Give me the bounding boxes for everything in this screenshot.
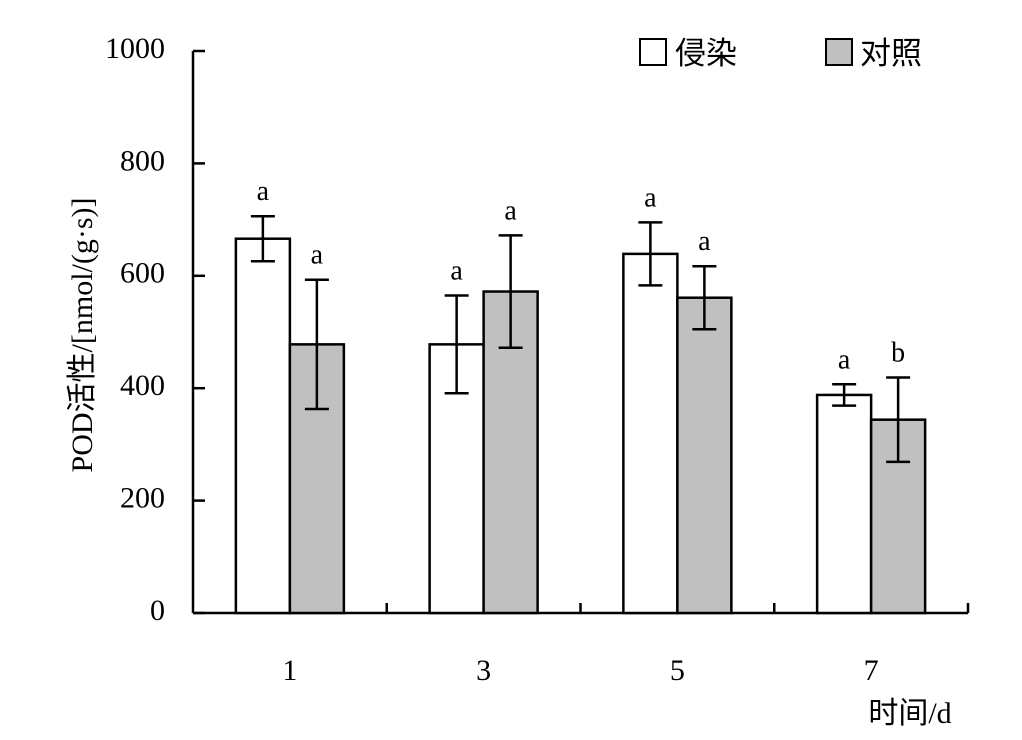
bars (234, 237, 927, 615)
x-tick-label: 5 (670, 654, 685, 687)
y-axis-title: POD活性/[nmol/(g·s)] (66, 198, 99, 473)
y-tick-label: 1000 (105, 32, 165, 65)
bar-control (676, 296, 733, 615)
significance-label: a (698, 226, 711, 257)
bar-infected (622, 252, 679, 615)
x-tick-label: 1 (282, 654, 297, 687)
y-tick-label: 0 (150, 594, 165, 627)
legend-label-infected: 侵染 (675, 36, 737, 71)
significance-label: a (257, 176, 270, 207)
legend-swatch-control (825, 38, 853, 66)
error-bars (250, 214, 911, 464)
bar-infected (234, 237, 292, 615)
legend-swatch-infected (639, 38, 667, 66)
x-tick-labels: 1 3 5 7 (282, 654, 878, 687)
y-tick-label: 600 (120, 257, 165, 290)
y-tick-label: 800 (120, 144, 165, 177)
legend: 侵染 对照 (639, 36, 922, 71)
bar-infected (815, 393, 873, 615)
y-tick-label: 200 (120, 481, 165, 514)
legend-label-control: 对照 (860, 36, 922, 71)
x-axis-title: 时间/d (868, 697, 951, 730)
x-tick-label: 3 (476, 654, 491, 687)
significance-label: a (644, 182, 657, 213)
x-ticks (385, 603, 970, 613)
significance-labels: a a a a a a a b (257, 176, 905, 375)
significance-label: a (311, 240, 324, 271)
significance-label: a (504, 195, 517, 226)
y-tick-label: 400 (120, 369, 165, 402)
y-ticks: 0 200 400 600 800 1000 (105, 32, 205, 627)
significance-label: a (838, 344, 851, 375)
significance-label: b (891, 338, 905, 369)
significance-label: a (450, 255, 463, 286)
x-tick-label: 7 (864, 654, 879, 687)
